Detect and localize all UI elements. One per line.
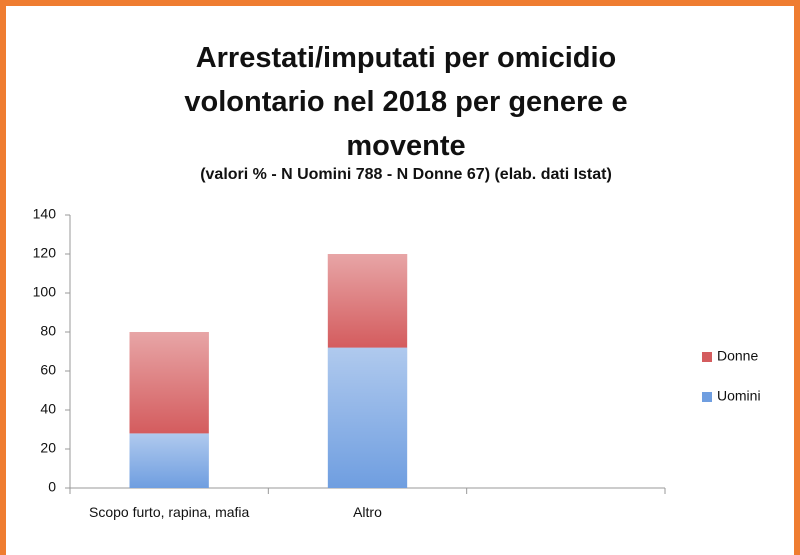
y-tick-label: 140 [33,206,57,222]
y-tick-label: 80 [40,323,56,339]
y-tick-label: 20 [40,440,56,456]
legend-label: Donne [717,348,758,364]
y-tick-label: 0 [48,479,56,495]
x-tick-label-box: Scopo furto, rapina, mafia [89,504,250,520]
bar-sheen [327,254,408,348]
x-tick-label: Altro [353,504,382,520]
bar-sheen [129,332,209,434]
x-tick-label-box: Altro [353,504,382,520]
chart-title: Arrestati/imputati per omicidio volontar… [184,42,628,162]
legend-label: Uomini [717,388,761,404]
legend-swatch [702,352,712,362]
y-tick-label: 40 [40,401,56,417]
chart: 0 20 40 60 80 100 120 140 Scopo furto, rapina, m… [33,206,761,520]
bar-sheen [327,347,408,488]
chart-subtitle: (valori % - N Uomini 788 - N Donne 67) (… [200,166,612,183]
legend-swatch [702,392,712,402]
bar-sheen [129,433,209,488]
y-tick-label: 60 [40,362,56,378]
x-tick-label: Scopo furto, rapina, mafia [89,504,250,520]
y-tick-label: 100 [33,284,57,300]
y-tick-label: 120 [33,245,57,261]
